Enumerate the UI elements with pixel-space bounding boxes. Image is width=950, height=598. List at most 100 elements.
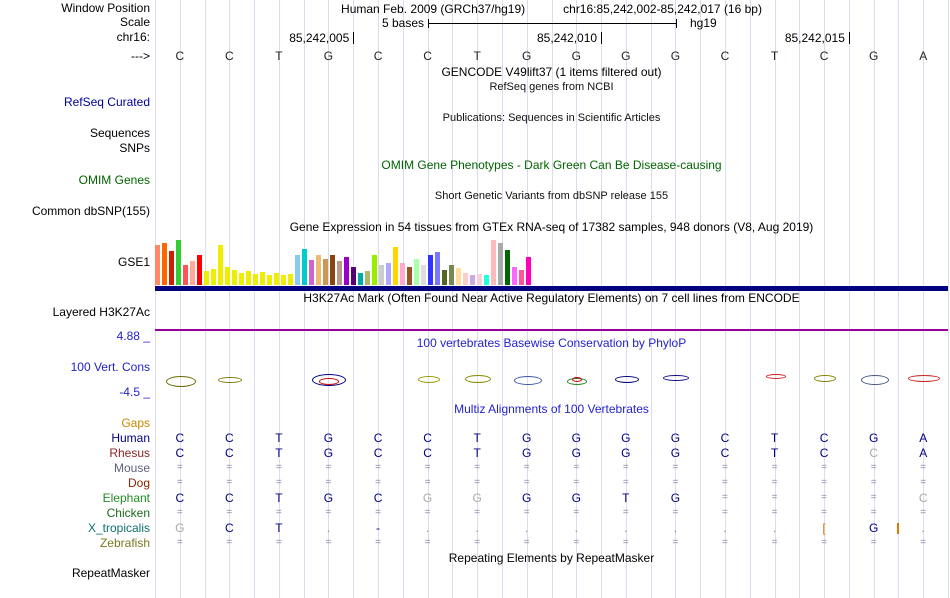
alignment-base: = <box>176 477 183 488</box>
species-label-elephant[interactable]: Elephant <box>102 491 150 505</box>
gtex-bar <box>463 273 468 285</box>
gtex-bar <box>421 265 426 285</box>
alignment-base: = <box>870 477 877 488</box>
alignment-base: G <box>571 431 581 445</box>
alignment-base: = <box>275 507 282 518</box>
ruler-base: G <box>868 49 879 63</box>
alignment-base: C <box>225 446 234 460</box>
guideline <box>278 0 280 598</box>
guideline <box>601 0 603 598</box>
alignment-base: = <box>375 537 381 548</box>
alignment-base: = <box>275 477 282 488</box>
alignment-base: A <box>919 431 928 445</box>
track-title-refseq[interactable]: RefSeq genes from NCBI <box>489 81 614 93</box>
track-title-publications[interactable]: Publications: Sequences in Scientific Ar… <box>442 112 661 124</box>
species-label-dog[interactable]: Dog <box>127 476 150 490</box>
guideline <box>749 0 751 598</box>
ruler-tick <box>848 32 850 44</box>
species-label-chicken[interactable]: Chicken <box>106 506 150 520</box>
multiz-gaps-label[interactable]: Gaps <box>121 416 150 430</box>
phylop-max-label: 4.88 _ <box>116 329 150 343</box>
alignment-base: = <box>722 462 728 473</box>
alignment-base: G <box>868 521 879 535</box>
alignment-base: C <box>373 491 383 505</box>
gtex-bar <box>393 247 398 285</box>
species-label-mouse[interactable]: Mouse <box>113 461 150 475</box>
guideline <box>625 0 627 598</box>
track-title-repeatmasker[interactable]: Repeating Elements by RepeatMasker <box>448 551 655 565</box>
alignment-base: = <box>870 462 877 473</box>
track-title-h3k27ac[interactable]: H3K27Ac Mark (Often Found Near Active Re… <box>303 291 800 305</box>
ruler-base: C <box>373 49 383 63</box>
alignment-base: = <box>821 492 828 503</box>
track-label-sequences[interactable]: Sequences <box>89 126 150 140</box>
track-title-multiz[interactable]: Multiz Alignments of 100 Vertebrates <box>454 402 649 416</box>
alignment-base: G <box>323 491 334 505</box>
alignment-base: = <box>771 477 778 488</box>
gtex-bar <box>477 274 482 285</box>
gtex-bar <box>260 272 265 285</box>
gtex-bar <box>414 259 419 285</box>
species-label-rhesus[interactable]: Rhesus <box>109 446 150 460</box>
alignment-base: = <box>622 477 629 488</box>
alignment-base: = <box>821 507 828 518</box>
alignment-base: G <box>621 446 631 460</box>
alignment-base: G <box>571 491 581 505</box>
alignment-base: . <box>425 521 430 535</box>
alignment-base: = <box>325 507 332 518</box>
track-label-gse1[interactable]: GSE1 <box>117 255 150 269</box>
alignment-base: G <box>472 491 482 505</box>
phylop-mark <box>417 375 440 383</box>
alignment-base: = <box>275 537 282 548</box>
window-position-label: Window Position <box>61 1 150 15</box>
phylop-mark <box>860 375 889 385</box>
alignment-base: G <box>868 431 879 445</box>
species-label-x_tropicalis[interactable]: X_tropicalis <box>87 521 150 535</box>
alignment-base: G <box>670 491 681 505</box>
gtex-bar <box>519 270 524 285</box>
guideline <box>700 0 702 598</box>
phylop-mark <box>465 375 492 383</box>
alignment-base: G <box>571 446 581 460</box>
ruler-base: G <box>323 49 334 63</box>
guideline <box>427 0 429 598</box>
track-label-layered-h3k27ac[interactable]: Layered H3K27Ac <box>52 305 150 319</box>
alignment-base: = <box>424 537 431 548</box>
strand-arrow[interactable]: ---> <box>131 49 150 63</box>
guideline <box>923 0 925 598</box>
track-title-omim[interactable]: OMIM Gene Phenotypes - Dark Green Can Be… <box>381 158 722 172</box>
track-label-common-dbsnp[interactable]: Common dbSNP(155) <box>31 204 150 218</box>
gtex-bar <box>232 270 237 285</box>
species-label-zebrafish[interactable]: Zebrafish <box>99 536 150 550</box>
alignment-base: = <box>375 462 381 473</box>
alignment-base: G <box>522 446 532 460</box>
track-label-snps[interactable]: SNPs <box>119 141 150 155</box>
track-label-omim-genes[interactable]: OMIM Genes <box>78 173 150 187</box>
scale-bases-text: 5 bases <box>381 16 424 30</box>
phylop-mark <box>513 375 542 385</box>
alignment-base: C <box>373 431 383 445</box>
track-title-gtex[interactable]: Gene Expression in 54 tissues from GTEx … <box>289 220 814 234</box>
alignment-base: G <box>522 491 532 505</box>
track-title-dbsnp[interactable]: Short Genetic Variants from dbSNP releas… <box>434 190 669 202</box>
guideline <box>774 0 776 598</box>
ruler-base: G <box>522 49 532 63</box>
alignment-base: = <box>325 537 332 548</box>
alignment-base: . <box>921 521 925 535</box>
species-label-human[interactable]: Human <box>111 431 150 445</box>
chrom-label: chr16: <box>116 30 150 44</box>
gtex-bar <box>330 255 335 285</box>
guideline <box>353 0 355 598</box>
alignment-base: = <box>523 537 530 548</box>
alignment-base: T <box>275 431 283 445</box>
gtex-bar <box>512 267 517 285</box>
track-label-refseq-curated[interactable]: RefSeq Curated <box>63 95 150 109</box>
track-label-100-vert-cons[interactable]: 100 Vert. Cons <box>70 360 150 374</box>
track-label-repeatmasker[interactable]: RepeatMasker <box>71 566 150 580</box>
gtex-bar <box>169 251 174 285</box>
alignment-base: G <box>323 431 334 445</box>
track-title-phylop[interactable]: 100 vertebrates Basewise Conservation by… <box>416 336 687 350</box>
track-title-gencode[interactable]: GENCODE V49lift37 (1 items filtered out) <box>441 65 662 79</box>
ruler-base: T <box>473 49 481 63</box>
